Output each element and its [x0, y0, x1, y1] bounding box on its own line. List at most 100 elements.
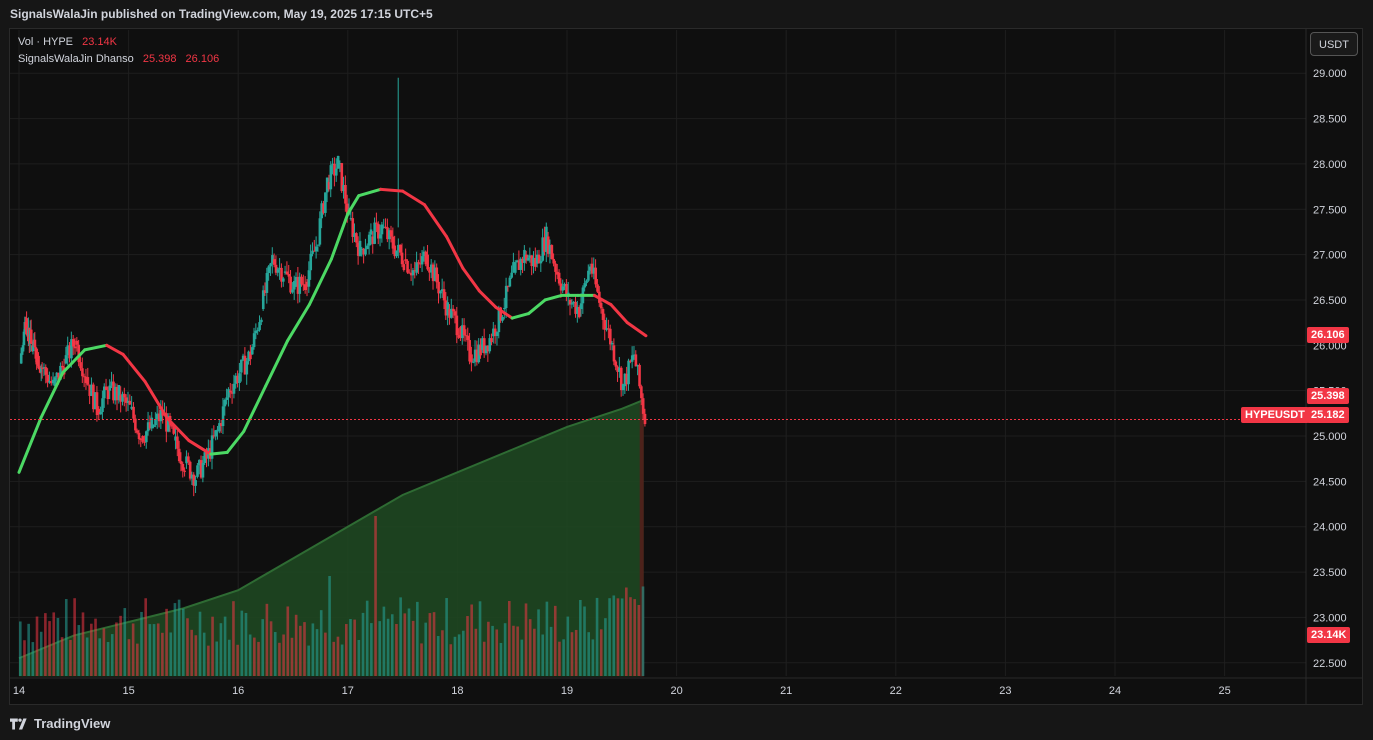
candle-body	[599, 302, 603, 309]
volume-bar	[470, 604, 473, 676]
candle-body	[579, 303, 583, 310]
last-price-tag: 25.182	[1307, 407, 1349, 423]
candle-body	[484, 345, 488, 354]
candle-body	[205, 452, 208, 459]
currency-button[interactable]: USDT	[1310, 32, 1358, 56]
volume-bar	[194, 635, 198, 676]
volume-bar	[223, 616, 227, 676]
dhanso-line-segment	[329, 212, 350, 261]
volume-bar	[478, 601, 482, 676]
candle-body	[185, 456, 188, 464]
candle-body	[307, 270, 311, 287]
volume-bar	[190, 629, 193, 676]
candle-body	[271, 255, 274, 264]
candle-body	[643, 413, 647, 425]
volume-bar	[123, 608, 127, 676]
volume-bar	[378, 621, 382, 676]
candle-body	[504, 285, 508, 309]
candle-body	[280, 267, 283, 282]
volume-bar	[278, 642, 281, 676]
volume-bar	[64, 599, 68, 676]
candle-body	[176, 436, 179, 449]
candle-body	[42, 367, 46, 369]
candle-body	[165, 413, 168, 432]
x-tick-label: 16	[232, 685, 244, 697]
x-tick-label: 17	[342, 685, 354, 697]
x-tick-label: 23	[999, 685, 1011, 697]
volume-bar	[495, 629, 499, 676]
candle-body	[532, 257, 535, 267]
candle-body	[537, 254, 541, 264]
candle-body	[342, 185, 345, 192]
candle-body	[557, 272, 561, 284]
dhanso-line-segment	[105, 343, 125, 356]
volume-bar	[303, 622, 306, 676]
candle-body	[387, 230, 391, 240]
candle-body	[278, 267, 281, 270]
candle-body	[44, 367, 48, 375]
candle-body	[351, 218, 355, 237]
candle-body	[181, 463, 185, 471]
candle-body	[223, 399, 227, 407]
volume-bar	[620, 598, 624, 676]
volume-bar	[503, 623, 507, 676]
candle-body	[316, 244, 320, 246]
candle-body	[137, 432, 141, 440]
candle-body	[298, 276, 302, 294]
dhanso-line-segment	[121, 352, 147, 384]
volume-bar	[641, 586, 645, 676]
volume-bar	[286, 606, 290, 676]
candle-body	[236, 375, 239, 383]
candle-body	[260, 319, 263, 323]
dhanso-line-segment	[625, 321, 648, 338]
volume-bar	[198, 611, 202, 676]
candle-body	[402, 264, 406, 271]
volume-bar	[587, 632, 591, 676]
dhanso-line-segment	[61, 348, 87, 375]
candle-body	[603, 320, 607, 330]
volume-bar	[370, 623, 373, 676]
volume-bar	[424, 622, 428, 676]
volume-bar	[411, 620, 415, 676]
volume-bar	[390, 614, 394, 676]
candle-body	[572, 301, 576, 304]
candle-body	[156, 413, 159, 420]
candle-body	[535, 254, 539, 264]
y-tick-label: 26.000	[1313, 340, 1347, 352]
candlestick-chart[interactable]: 29.000 28.500 28.000 27.500 27.000 26.500 26.0…	[0, 0, 1373, 706]
candle-body	[570, 303, 574, 305]
candle-body	[431, 264, 435, 282]
candle-body	[101, 398, 104, 413]
area-edge-line	[18, 399, 645, 660]
candle-body	[19, 353, 23, 364]
y-tick-label: 28.500	[1313, 114, 1347, 126]
volume-bar	[428, 613, 432, 676]
dhanso-line-segment	[242, 384, 268, 433]
candle-body	[229, 390, 232, 393]
volume-bar	[407, 608, 411, 676]
dhanso-line-segment	[461, 266, 481, 293]
candle-body	[364, 249, 367, 255]
y-tick-label: 24.000	[1313, 522, 1347, 534]
volume-bar	[344, 624, 348, 676]
volume-bar	[374, 516, 377, 676]
y-tick-label: 28.000	[1313, 159, 1347, 171]
candle-body	[119, 395, 123, 402]
candle-body	[252, 333, 256, 348]
candle-body	[293, 281, 296, 290]
candle-body	[439, 291, 442, 294]
candle-body	[25, 318, 28, 334]
candle-body	[559, 283, 563, 291]
volume-bar	[73, 598, 76, 676]
candle-body	[621, 384, 625, 391]
volume-bar	[462, 630, 465, 676]
volume-bar	[227, 639, 231, 676]
candle-body	[46, 374, 49, 383]
candle-body	[313, 250, 316, 252]
candle-body	[325, 177, 329, 193]
candle-body	[592, 267, 596, 274]
tradingview-logo[interactable]: TradingView	[10, 716, 110, 731]
candle-body	[143, 441, 146, 443]
candle-body	[79, 362, 82, 369]
candle-body	[362, 248, 366, 255]
